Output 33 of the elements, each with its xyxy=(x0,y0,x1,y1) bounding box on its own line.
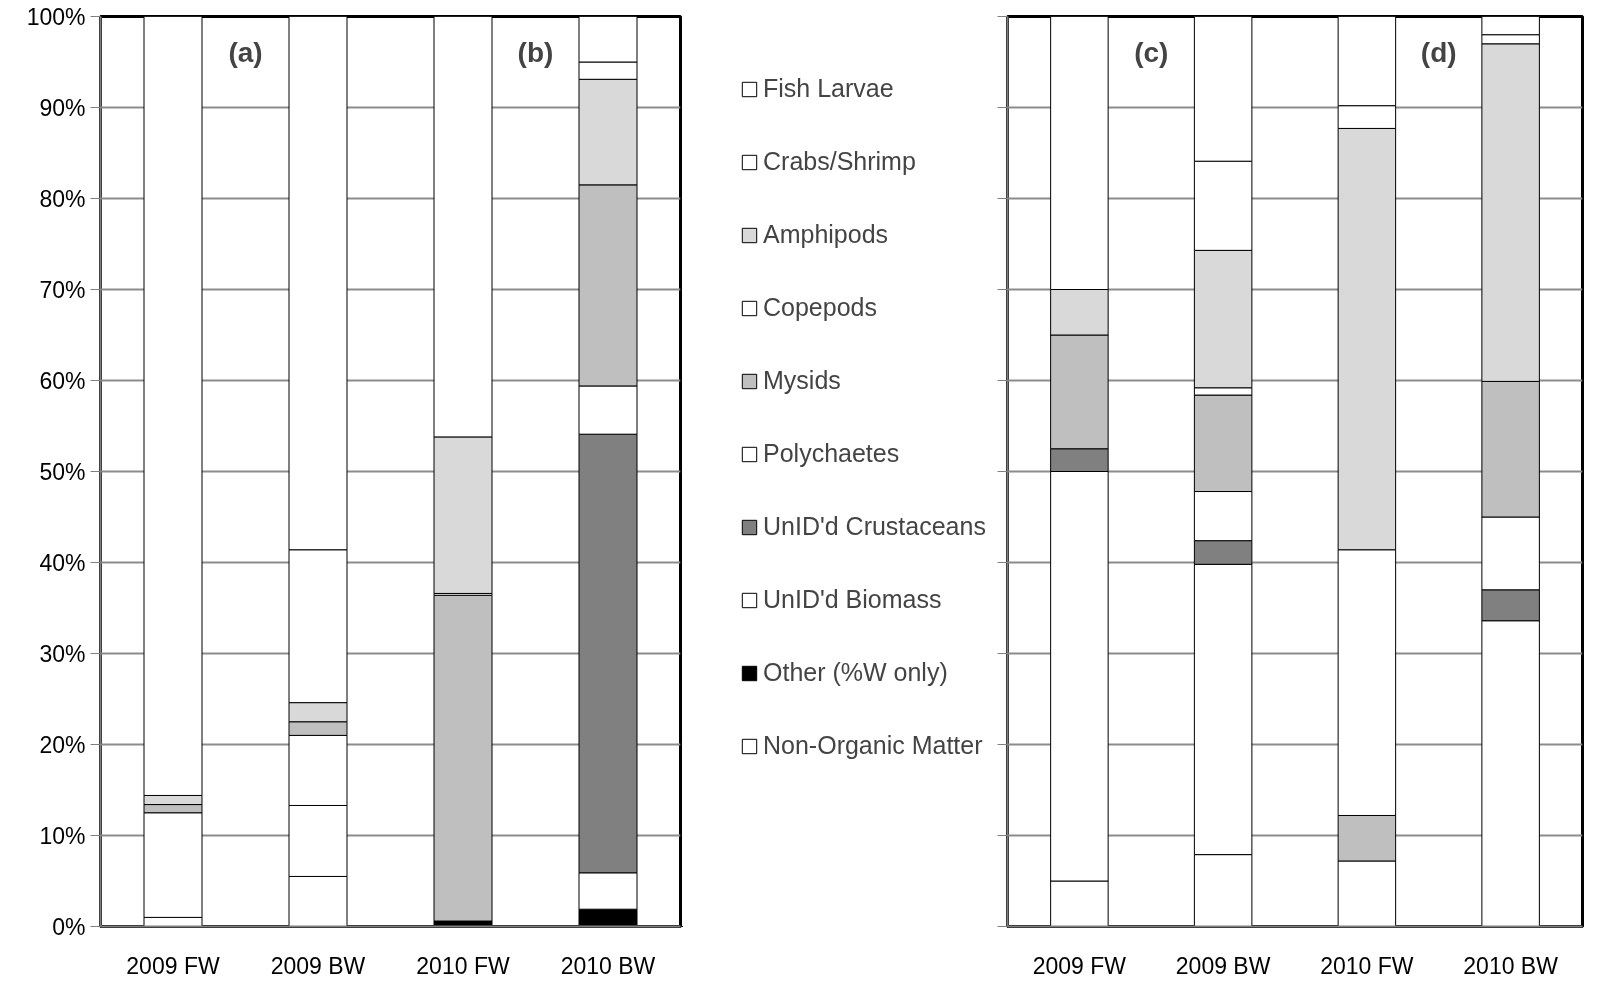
legend-label: Fish Larvae xyxy=(763,74,894,103)
x-tick-label: 2009 BW xyxy=(1175,952,1271,979)
legend-label: UnID'd Biomass xyxy=(763,585,942,614)
x-tick-label: 2010 FW xyxy=(1320,952,1414,979)
y-tick-label: 10% xyxy=(39,822,86,849)
annotation: (c) xyxy=(1134,36,1169,68)
legend-label: Other (%W only) xyxy=(763,658,948,687)
annotation: (a) xyxy=(228,36,263,68)
x-tick-label: 2010 FW xyxy=(416,952,510,979)
annotation: (d) xyxy=(1420,36,1457,68)
y-tick-label: 80% xyxy=(39,185,86,212)
y-tick-label: 50% xyxy=(39,458,86,485)
y-tick-label: 60% xyxy=(39,367,86,394)
legend-label: Non-Organic Matter xyxy=(763,731,983,760)
x-tick-label: 2009 FW xyxy=(1032,952,1127,979)
y-tick-label: 40% xyxy=(39,549,86,576)
x-tick-label: 2009 BW xyxy=(270,952,366,979)
x-tick-label: 2009 FW xyxy=(126,952,220,979)
x-tick-label: 2010 BW xyxy=(560,952,656,979)
annotation: (b) xyxy=(517,36,554,68)
y-tick-label: 70% xyxy=(39,276,86,303)
y-tick-label: 20% xyxy=(39,731,86,758)
legend-label: Amphipods xyxy=(763,220,889,249)
legend-label: Polychaetes xyxy=(763,439,900,468)
legend-label: Crabs/Shrimp xyxy=(763,147,916,176)
x-tick-label: 2010 BW xyxy=(1463,952,1559,979)
y-tick-label: 0% xyxy=(52,913,86,940)
y-tick-label: 90% xyxy=(39,94,86,121)
y-tick-label: 30% xyxy=(39,640,86,667)
legend-label: Mysids xyxy=(763,366,841,395)
legend-label: UnID'd Crustaceans xyxy=(763,512,986,541)
y-tick-label: 100% xyxy=(26,3,86,30)
legend-label: Copepods xyxy=(763,293,877,322)
